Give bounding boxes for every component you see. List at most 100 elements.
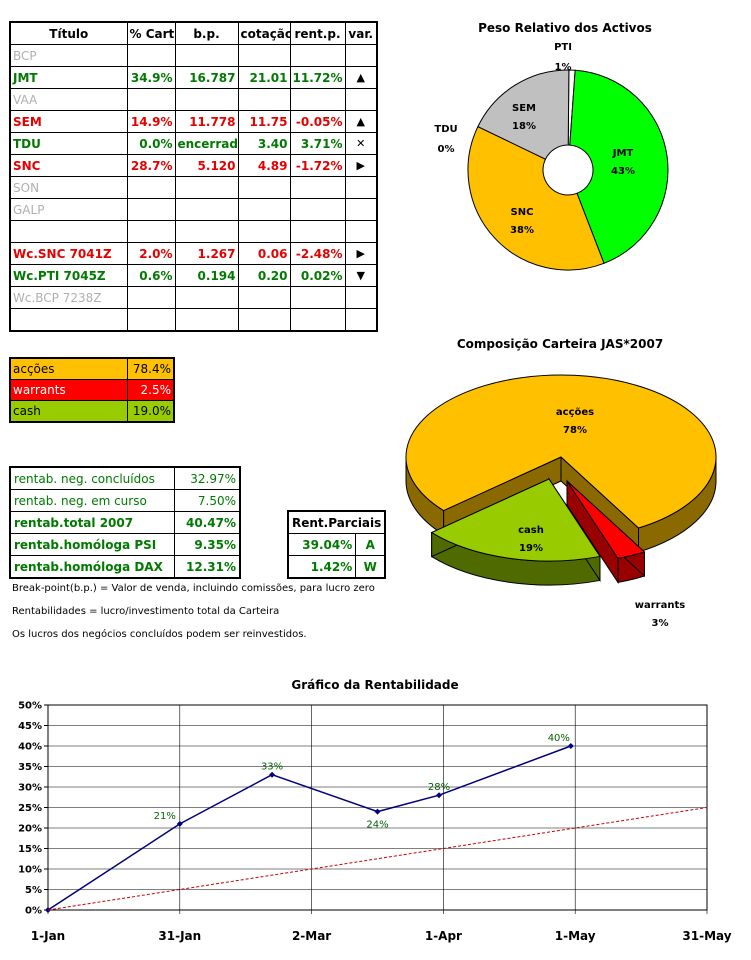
holding-var-icon	[344, 220, 378, 243]
holding-bp: 11.778	[174, 110, 239, 133]
parciais-header: Rent.Parciais	[287, 510, 386, 534]
data-label: 24%	[366, 820, 388, 831]
holding-rent: -1.72%	[289, 154, 346, 177]
parciais-value: 1.42%	[287, 555, 357, 579]
data-label: 28%	[428, 782, 450, 793]
allocation-value: 2.5%	[127, 379, 175, 401]
holding-cart	[126, 286, 176, 309]
holding-bp	[174, 198, 239, 221]
header-rent: rent.p.	[289, 21, 346, 45]
pie1-slice-jmt	[569, 69, 669, 264]
parciais-letter: A	[355, 533, 386, 556]
parciais-value: 39.04%	[287, 533, 357, 556]
holding-cart	[126, 308, 176, 332]
holding-cart	[126, 198, 176, 221]
y-tick-label: 35%	[18, 762, 42, 773]
rentability-row: rentab.homóloga PSI 9.35%	[9, 533, 241, 556]
allocation-label: warrants	[9, 379, 128, 401]
weight-doughnut-chart: PTI 1% JMT 43% SNC 38% TDU 0% SEM 18%	[434, 42, 669, 271]
y-tick-label: 20%	[18, 824, 42, 835]
data-point	[374, 808, 381, 815]
x-tick-label: 31-Jan	[158, 929, 201, 943]
pie1-value-label: 1%	[555, 62, 572, 73]
holding-cart	[126, 176, 176, 199]
pie2-label: acções	[556, 407, 594, 418]
holdings-row: SEM 14.9% 11.778 11.75 -0.05% ▲	[9, 110, 378, 133]
holding-var-icon	[344, 176, 378, 199]
rentability-value: 9.35%	[174, 533, 241, 556]
holdings-row: GALP	[9, 198, 378, 221]
rentability-line	[47, 745, 572, 911]
holding-cart	[126, 220, 176, 243]
parciais-letter: W	[355, 555, 386, 579]
holding-bp: 1.267	[174, 242, 239, 265]
y-tick-label: 30%	[18, 783, 42, 794]
allocation-row: cash 19.0%	[9, 400, 175, 423]
rentability-row: rentab. neg. concluídos 32.97%	[9, 466, 241, 490]
x-tick-label: 1-Apr	[425, 929, 462, 943]
holdings-row	[9, 308, 378, 332]
pie1-slice-sem	[477, 69, 570, 160]
y-tick-label: 15%	[18, 844, 42, 855]
pie1-slice-snc	[467, 125, 605, 271]
holdings-row: SNC 28.7% 5.120 4.89 -1.72% ▶	[9, 154, 378, 177]
holding-rent	[289, 308, 346, 332]
holding-cotacao: 0.06	[237, 242, 291, 265]
holding-var-icon	[344, 88, 378, 111]
x-tick-label: 2-Mar	[292, 929, 331, 943]
pie1-label: JMT	[612, 148, 634, 159]
holdings-row: BCP	[9, 44, 378, 67]
pie1-value-label: 38%	[510, 225, 534, 236]
holding-bp	[174, 220, 239, 243]
header-cart: % Cart	[126, 21, 176, 45]
holding-var-icon: ▼	[344, 264, 378, 287]
holding-rent	[289, 88, 346, 111]
holding-name: Wc.PTI 7045Z	[9, 264, 128, 287]
holding-cart: 0.6%	[126, 264, 176, 287]
rentability-label: rentab. neg. em curso	[9, 489, 176, 512]
holding-name: VAA	[9, 88, 128, 111]
rentability-row: rentab.homóloga DAX 12.31%	[9, 555, 241, 579]
note-breakpoint: Break-point(b.p.) = Valor de venda, incl…	[12, 583, 375, 594]
rentability-label: rentab.homóloga DAX	[9, 555, 176, 579]
pie1-label: SNC	[511, 207, 534, 218]
holding-cart	[126, 44, 176, 67]
holdings-table: Título % Cart b.p. cotação rent.p. var. …	[9, 21, 378, 332]
holding-bp	[174, 88, 239, 111]
holdings-row: JMT 34.9% 16.787 21.01 11.72% ▲	[9, 66, 378, 89]
holding-cotacao	[237, 308, 291, 332]
y-tick-label: 40%	[18, 742, 42, 753]
allocation-value: 19.0%	[127, 400, 175, 423]
rentability-value: 32.97%	[174, 466, 241, 490]
holding-name: TDU	[9, 132, 128, 155]
holding-cotacao: 21.01	[237, 66, 291, 89]
holding-bp: 0.194	[174, 264, 239, 287]
holdings-row: VAA	[9, 88, 378, 111]
holding-cart: 2.0%	[126, 242, 176, 265]
allocation-table: acções 78.4% warrants 2.5% cash 19.0%	[9, 357, 175, 423]
rentability-row: rentab. neg. em curso 7.50%	[9, 489, 241, 512]
data-label: 21%	[154, 811, 176, 822]
holdings-row	[9, 220, 378, 243]
holding-rent	[289, 198, 346, 221]
data-point	[269, 771, 276, 778]
holding-rent	[289, 44, 346, 67]
holdings-row: Wc.PTI 7045Z 0.6% 0.194 0.20 0.02% ▼	[9, 264, 378, 287]
rentability-row: rentab.total 2007 40.47%	[9, 511, 241, 534]
holding-cart: 34.9%	[126, 66, 176, 89]
partial-returns-table: Rent.Parciais 39.04% A 1.42% W	[287, 510, 387, 579]
holding-cotacao: 4.89	[237, 154, 291, 177]
holdings-body: BCP JMT 34.9% 16.787 21.01 11.72% ▲ VAA SEM 14.9%…	[9, 44, 378, 332]
holding-var-icon: ✕	[344, 132, 378, 155]
holdings-header-row: Título % Cart b.p. cotação rent.p. var.	[9, 21, 378, 45]
allocation-label: cash	[9, 400, 128, 423]
pie2-slice-cash	[430, 478, 601, 562]
holding-cart	[126, 88, 176, 111]
y-tick-label: 0%	[25, 906, 42, 917]
data-label: 33%	[261, 762, 283, 773]
pie2-label: cash	[518, 525, 544, 536]
pie2-value-label: 78%	[563, 425, 587, 436]
holding-rent	[289, 220, 346, 243]
data-point	[567, 743, 574, 749]
